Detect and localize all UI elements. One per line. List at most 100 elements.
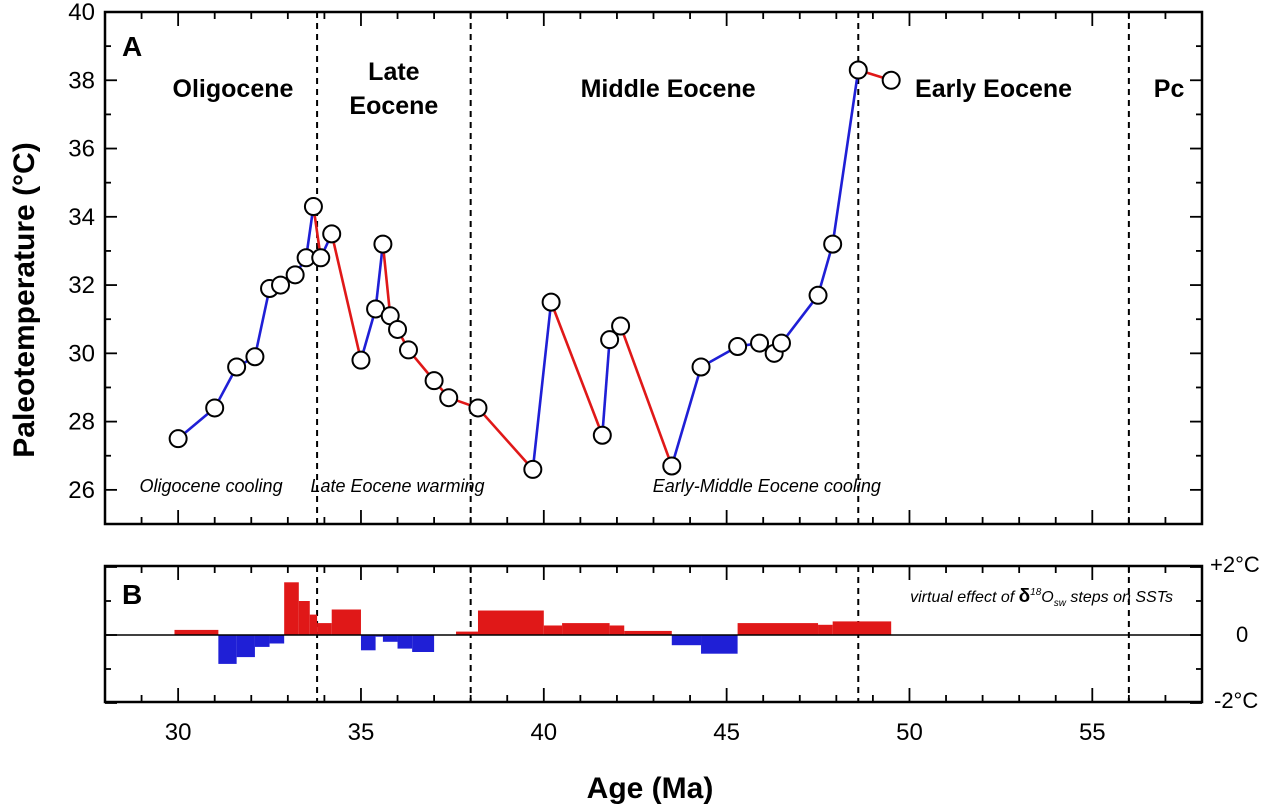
data-point-2 xyxy=(227,357,247,377)
panel-a-divisions xyxy=(316,12,1130,524)
y-axis-title: Paleotemperature (°C) xyxy=(8,142,41,457)
panel-b-note: virtual effect of δ18Osw steps on SSTs xyxy=(910,586,1173,609)
panel-b-bar-19 xyxy=(609,625,625,635)
panel-b-note-prefix: virtual effect of xyxy=(910,589,1019,606)
data-point-26 xyxy=(691,357,711,377)
y-tick-label-3: 32 xyxy=(68,272,95,299)
data-point-30 xyxy=(771,333,791,353)
panel-b-bar-15 xyxy=(456,631,478,635)
panel-b-letter: B xyxy=(122,579,142,610)
trend-label-2: Early-Middle Eocene cooling xyxy=(653,476,881,496)
panel-b-note-sub: sw xyxy=(1054,598,1067,609)
series-segment-12 xyxy=(374,243,385,310)
panel-b-bar-21 xyxy=(671,635,702,646)
panel-b-bar-14 xyxy=(412,635,435,652)
data-point-20 xyxy=(523,459,543,479)
x-tick-label-4: 50 xyxy=(896,719,923,746)
data-point-33 xyxy=(848,60,868,80)
data-point-23 xyxy=(600,330,620,350)
y-tick-label-2: 30 xyxy=(68,340,95,367)
panel-b-bar-10 xyxy=(360,635,376,651)
x-tick-label-5: 55 xyxy=(1079,719,1106,746)
y-tick-label-6: 38 xyxy=(68,67,95,94)
data-point-8 xyxy=(303,197,323,217)
data-point-5 xyxy=(271,275,291,295)
epoch-label-1-line1: Late xyxy=(368,58,420,86)
x-tick-label-0: 30 xyxy=(165,719,192,746)
series-segment-21 xyxy=(549,301,604,436)
data-point-11 xyxy=(351,350,371,370)
panel-b-bar-16 xyxy=(477,610,544,635)
panel-b-bar-22 xyxy=(701,635,738,654)
panel-b-label-zero: 0 xyxy=(1236,622,1248,647)
data-point-32 xyxy=(823,234,843,254)
panel-b-x-ticks xyxy=(104,566,1203,702)
panel-b-bar-4 xyxy=(269,635,285,644)
epoch-label-1-line2: Eocene xyxy=(349,92,438,120)
data-point-13 xyxy=(373,234,393,254)
series-segment-20 xyxy=(531,301,553,470)
series-segment-32 xyxy=(831,69,860,245)
panel-b-bar-11 xyxy=(375,635,383,637)
panel-a-points xyxy=(168,60,901,479)
x-tick-label-2: 40 xyxy=(530,719,557,746)
data-point-10 xyxy=(322,224,342,244)
x-tick-label-3: 45 xyxy=(713,719,740,746)
epoch-label-2: Middle Eocene xyxy=(581,75,756,103)
data-point-22 xyxy=(592,425,612,445)
data-point-9 xyxy=(311,248,331,268)
panel-a-y-ticks: 26 28 30 32 34 36 38 40 xyxy=(68,0,1202,504)
data-point-34 xyxy=(881,70,901,90)
series-segment-25 xyxy=(670,366,703,467)
panel-b-bar-2 xyxy=(236,635,255,658)
series-segment-13 xyxy=(381,243,392,316)
series-segment-22 xyxy=(601,339,611,436)
data-point-17 xyxy=(424,371,444,391)
data-point-1 xyxy=(205,398,225,418)
data-point-18 xyxy=(439,388,459,408)
data-point-3 xyxy=(245,347,265,367)
series-segment-3 xyxy=(253,288,271,358)
panel-b-bar-20 xyxy=(624,630,672,635)
panel-b-bar-12 xyxy=(382,635,398,642)
series-segment-24 xyxy=(619,325,674,467)
trend-label-0: Oligocene cooling xyxy=(139,476,282,496)
data-point-16 xyxy=(399,340,419,360)
panel-b-note-delta: δ xyxy=(1019,586,1031,607)
epoch-label-0: Oligocene xyxy=(173,75,294,103)
panel-b-bar-17 xyxy=(543,625,563,635)
panel-b-note-suffix: steps on SSTs xyxy=(1066,589,1173,606)
panel-b-y-ticks xyxy=(105,566,1202,704)
data-point-19 xyxy=(468,398,488,418)
panel-b-bar-8 xyxy=(317,623,332,635)
series-segment-19 xyxy=(477,407,534,471)
panel-a-x-ticks xyxy=(104,12,1203,524)
y-tick-label-5: 36 xyxy=(68,136,95,163)
data-point-25 xyxy=(662,456,682,476)
series-segment-10 xyxy=(330,233,363,361)
panel-b-note-sup: 18 xyxy=(1030,587,1042,598)
panel-a-series-lines xyxy=(177,68,892,471)
panel-a-trend-labels: Oligocene cooling Late Eocene warming Earl… xyxy=(139,476,880,496)
panel-b-bar-3 xyxy=(254,635,270,647)
panel-b-bar-9 xyxy=(331,609,361,635)
panel-b-bar-7 xyxy=(309,614,318,635)
panel-b-bars xyxy=(174,582,892,664)
x-axis-title: Age (Ma) xyxy=(587,772,714,805)
y-tick-label-4: 34 xyxy=(68,204,95,231)
panel-a: 26 28 30 32 34 36 38 40 Oligocene Late Eocene Midd… xyxy=(8,0,1204,526)
panel-b-bar-1 xyxy=(218,635,237,664)
x-tick-label-1: 35 xyxy=(348,719,375,746)
panel-b-note-o: O xyxy=(1041,589,1053,606)
panel-b-bar-25 xyxy=(832,621,892,635)
panel-b-bar-5 xyxy=(284,582,299,635)
data-point-6 xyxy=(285,265,305,285)
panel-b: B +2°C 0 -2°C virtual effect of δ18Osw s… xyxy=(103,552,1260,713)
panel-b-bar-23 xyxy=(737,623,819,635)
panel-b-bar-18 xyxy=(562,623,610,635)
data-point-24 xyxy=(611,316,631,336)
x-tick-labels: 30 35 40 45 50 55 xyxy=(165,719,1106,746)
panel-b-bar-24 xyxy=(818,624,833,635)
epoch-label-3: Early Eocene xyxy=(915,75,1072,103)
